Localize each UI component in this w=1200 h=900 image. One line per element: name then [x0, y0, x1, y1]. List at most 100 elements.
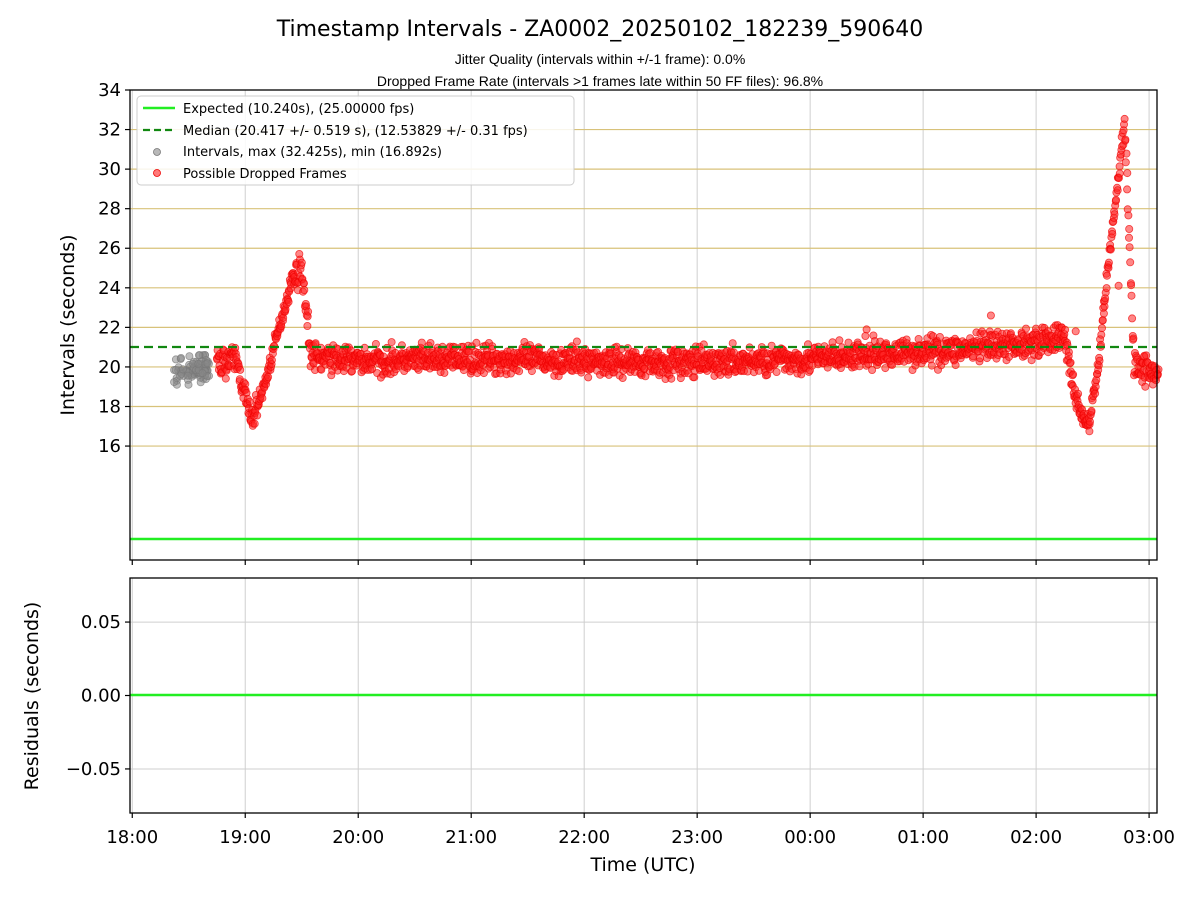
x-tick-label: 01:00	[897, 827, 949, 848]
dropped-frame-point	[1142, 351, 1151, 360]
dropped-frame-point	[1113, 186, 1122, 195]
dropped-frame-point	[1124, 211, 1133, 220]
x-tick-label: 23:00	[671, 827, 723, 848]
dropped-frame-point	[1071, 327, 1080, 336]
legend-dropped-marker	[153, 169, 161, 177]
dropped-frame-point	[297, 258, 306, 267]
legend: Expected (10.240s), (25.00000 fps) Media…	[136, 95, 575, 186]
y-tick-label: 24	[98, 278, 121, 299]
dropped-frame-point	[1099, 309, 1108, 318]
dropped-frame-point	[986, 311, 995, 320]
dropped-frame-point	[303, 321, 312, 330]
dropped-frame-point	[1102, 284, 1111, 293]
dropped-frame-point	[1097, 330, 1106, 339]
y-tick-label: 0.00	[81, 686, 121, 707]
legend-expected-label: Expected (10.240s), (25.00000 fps)	[183, 102, 414, 117]
dropped-frame-point	[527, 367, 536, 376]
dropped-frame-point	[250, 419, 259, 428]
interval-point	[170, 378, 179, 387]
dropped-frame-point	[772, 367, 781, 376]
dropped-frame-point	[1061, 325, 1070, 334]
dropped-frame-point	[1091, 382, 1100, 391]
dropped-frame-point	[1127, 281, 1136, 290]
residuals-panel: −0.05 0.00 0.05 18:00 19:00 20:00 21:00 22:00 2…	[21, 577, 1175, 876]
dropped-frame-point	[641, 372, 650, 381]
dropped-frame-point	[1106, 245, 1115, 254]
dropped-frame-point	[1064, 348, 1073, 357]
dropped-frame-point	[387, 338, 396, 347]
dropped-frame-point	[515, 367, 524, 376]
dropped-frame-point	[236, 365, 245, 374]
y-tick-label: 26	[98, 238, 121, 259]
y-tick-label: 0.05	[81, 612, 121, 633]
y-tick-label: 32	[98, 120, 121, 141]
dropped-frame-point	[417, 338, 426, 347]
dropped-frame-point	[1095, 356, 1104, 365]
interval-point	[185, 352, 194, 361]
y-tick-label: −0.05	[66, 759, 121, 780]
dropped-frame-point	[1098, 316, 1107, 325]
dropped-frame-point	[245, 397, 254, 406]
dropped-frame-point	[1121, 158, 1130, 167]
dropped-frame-point	[317, 365, 326, 374]
dropped-frame-point	[951, 361, 960, 370]
dropped-frame-point	[1104, 258, 1113, 267]
dropped-frame-point	[1114, 281, 1123, 290]
dropped-frame-point	[1085, 427, 1094, 436]
interval-point	[198, 369, 207, 378]
dropped-frame-point	[1112, 195, 1121, 204]
dropped-frame-point	[267, 356, 276, 365]
dropped-frame-point	[1115, 169, 1124, 178]
dropped-frame-point	[667, 374, 676, 383]
y-tick-label: 22	[98, 317, 121, 338]
dropped-frame-point	[1128, 314, 1137, 323]
dropped-frame-point	[1141, 382, 1150, 391]
dropped-frame-point	[300, 286, 309, 295]
dropped-frame-point	[258, 394, 267, 403]
dropped-frame-point	[1087, 406, 1096, 415]
dropped-frame-point	[927, 361, 936, 370]
dropped-frame-point	[728, 339, 737, 348]
legend-dropped-label: Possible Dropped Frames	[183, 167, 347, 182]
y-tick-label: 20	[98, 357, 121, 378]
y-tick-label: 30	[98, 159, 121, 180]
dropped-frame-point	[1154, 365, 1163, 374]
x-tick-label: 18:00	[106, 827, 158, 848]
chart-subtitle-jitter: Jitter Quality (intervals within +/-1 fr…	[455, 51, 746, 67]
x-tick-label: 21:00	[445, 827, 497, 848]
dropped-frame-point	[976, 354, 985, 363]
interval-point	[176, 353, 185, 362]
dropped-frame-point	[284, 297, 293, 306]
dropped-frame-point	[690, 373, 699, 382]
y-tick-label: 16	[98, 436, 121, 457]
dropped-frame-point	[1066, 358, 1075, 367]
dropped-frame-point	[861, 331, 870, 340]
x-axis-label: Time (UTC)	[589, 854, 695, 876]
dropped-frame-point	[868, 365, 877, 374]
x-tick-label: 03:00	[1123, 827, 1175, 848]
dropped-frame-point	[767, 341, 776, 350]
dropped-frame-point	[472, 338, 481, 347]
dropped-frame-point	[862, 325, 871, 334]
x-tick-label: 22:00	[558, 827, 610, 848]
intervals-y-label: Intervals (seconds)	[57, 234, 79, 415]
x-tick-label: 02:00	[1010, 827, 1062, 848]
dropped-frame-point	[577, 368, 586, 377]
dropped-frame-point	[299, 279, 308, 288]
dropped-frame-point	[835, 336, 844, 345]
chart-title: Timestamp Intervals - ZA0002_20250102_18…	[276, 17, 924, 42]
dropped-frame-point	[1126, 258, 1135, 267]
x-tick-label: 19:00	[219, 827, 271, 848]
interval-point	[183, 371, 192, 380]
dropped-frame-point	[1069, 370, 1078, 379]
dropped-frame-point	[1108, 229, 1117, 238]
legend-median-label: Median (20.417 +/- 0.519 s), (12.53829 +…	[183, 124, 528, 139]
dropped-frame-point	[1115, 162, 1124, 171]
dropped-frame-point	[1074, 389, 1083, 398]
interval-point	[194, 351, 203, 360]
dropped-frame-point	[253, 411, 262, 420]
dropped-frame-point	[1110, 210, 1119, 219]
dropped-frame-point	[1098, 324, 1107, 333]
dropped-frame-point	[1127, 291, 1136, 300]
dropped-frame-point	[440, 368, 449, 377]
